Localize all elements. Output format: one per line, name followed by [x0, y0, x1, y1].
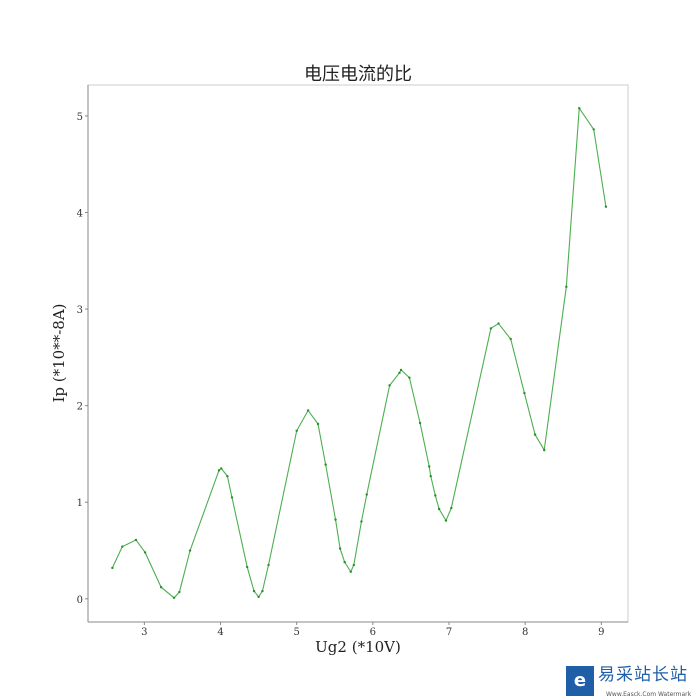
data-point: [604, 205, 608, 208]
y-tick-label: 4: [77, 208, 83, 219]
data-point: [143, 551, 147, 554]
series-line: [111, 106, 607, 599]
y-tick-label: 1: [77, 498, 83, 509]
x-tick-label: 3: [141, 627, 147, 638]
data-point: [489, 327, 493, 330]
data-point: [349, 570, 352, 573]
data-point: [257, 595, 260, 599]
data-point: [450, 506, 453, 510]
x-tick-label: 9: [598, 627, 604, 638]
data-point: [497, 322, 500, 325]
data-point: [306, 409, 310, 412]
data-point: [578, 106, 581, 110]
data-point: [343, 560, 346, 564]
data-point: [565, 285, 568, 289]
watermark-logo-icon: e: [566, 666, 594, 696]
y-tick-label: 5: [77, 112, 83, 123]
data-point: [418, 421, 422, 425]
y-tick-label: 0: [77, 595, 83, 606]
data-point: [388, 384, 391, 387]
data-point: [245, 565, 249, 569]
data-point: [533, 433, 537, 436]
data-point: [338, 547, 342, 550]
data-point: [398, 371, 401, 375]
data-point: [365, 493, 368, 496]
data-point: [220, 467, 223, 470]
data-point: [334, 518, 337, 521]
data-point: [324, 463, 327, 466]
data-point: [178, 590, 181, 594]
data-point: [399, 368, 403, 372]
watermark-name: 易采站长站: [598, 665, 688, 685]
x-tick-label: 7: [446, 627, 452, 638]
data-point: [360, 520, 363, 523]
data-point: [295, 429, 298, 432]
data-point: [226, 474, 229, 478]
x-tick-label: 8: [522, 627, 528, 638]
y-axis-label: Ip (*10**-8A): [50, 303, 68, 402]
data-point: [217, 469, 221, 472]
y-tick-label: 2: [77, 402, 83, 413]
data-point: [188, 549, 192, 552]
data-point: [428, 465, 431, 468]
x-tick-label: 5: [294, 627, 300, 638]
x-tick-label: 6: [370, 627, 376, 638]
data-point: [523, 391, 526, 395]
data-point: [134, 538, 138, 542]
data-point: [543, 448, 546, 452]
data-point: [592, 128, 595, 131]
chart-title: 电压电流的比: [304, 64, 412, 85]
y-tick-label: 3: [77, 305, 83, 316]
data-point: [230, 496, 234, 499]
data-point: [352, 563, 356, 567]
data-point: [437, 507, 441, 511]
x-axis-label: Ug2 (*10V): [315, 638, 401, 656]
data-point: [408, 376, 411, 379]
data-point: [434, 494, 437, 497]
x-tick-label: 4: [217, 627, 223, 638]
watermark: e 易采站长站 Www.Easck.Com Watermark: [566, 666, 700, 700]
data-point: [444, 519, 448, 522]
data-point: [111, 566, 114, 570]
data-point: [159, 586, 163, 589]
data-point: [267, 563, 270, 567]
data-point: [429, 474, 432, 478]
data-point: [316, 422, 320, 426]
data-point: [172, 596, 176, 600]
data-point: [252, 589, 256, 593]
data-point: [121, 545, 124, 548]
data-point: [261, 589, 264, 593]
data-point: [509, 337, 512, 341]
watermark-subtext: Www.Easck.Com Watermark: [606, 691, 692, 698]
